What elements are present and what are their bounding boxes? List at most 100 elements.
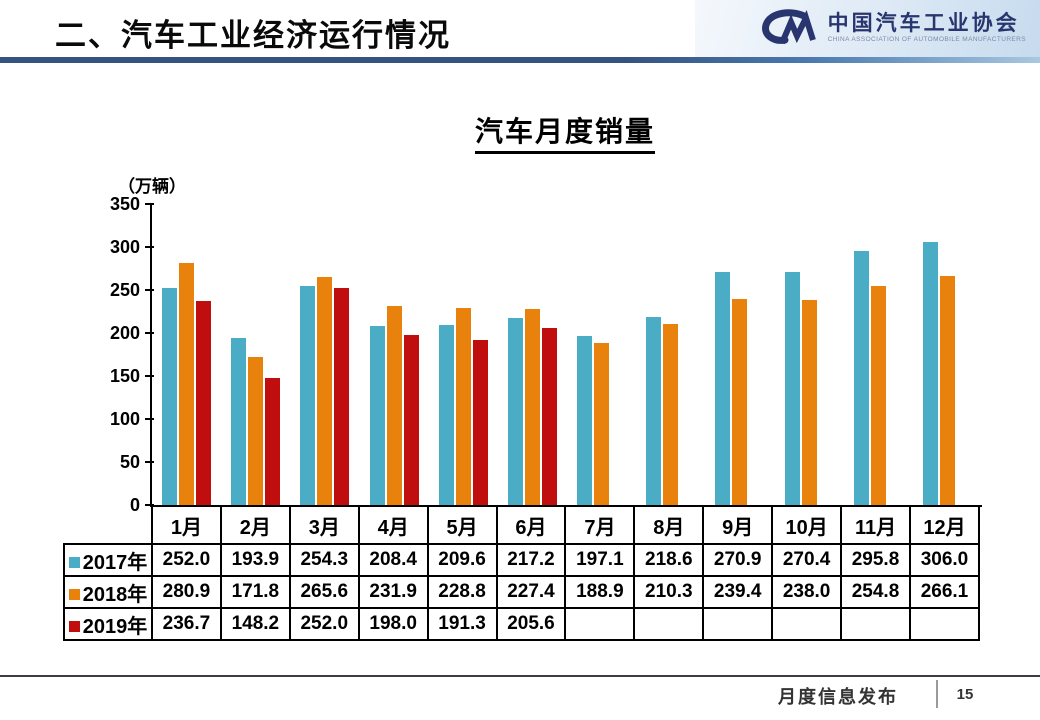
value-2017年-12月: 306.0 (908, 543, 981, 577)
bar-group-3月 (290, 204, 359, 505)
bar-2019年-1月 (196, 301, 211, 505)
bar-2017年-4月 (369, 325, 385, 505)
bar-2018年-4月 (386, 305, 402, 505)
value-2017年-5月: 209.6 (426, 543, 498, 577)
bar-2018年-5月 (455, 308, 471, 505)
logo-name-en: CHINA ASSOCIATION OF AUTOMOBILE MANUFACT… (827, 36, 1026, 44)
header-divider (0, 57, 1040, 63)
logo-name-cn: 中国汽车工业协会 (827, 12, 1020, 36)
value-2018年-5月: 228.8 (426, 575, 498, 609)
y-tick-mark (145, 246, 154, 248)
bar-2017年-7月 (577, 335, 592, 505)
bar-group-1月 (152, 204, 221, 505)
month-header-2月: 2月 (219, 505, 291, 545)
page-number: 15 (956, 686, 974, 703)
value-2018年-3月: 265.6 (288, 575, 360, 609)
y-tick-mark (145, 461, 154, 463)
page-title: 二、汽车工业经济运行情况 (55, 10, 451, 61)
cam-logo-mark (761, 8, 816, 44)
y-tick-label-0: 0 (129, 495, 140, 515)
value-2019年-6月: 205.6 (495, 607, 567, 641)
value-2017年-2月: 193.9 (219, 543, 291, 577)
footer-label: 月度信息发布 (778, 687, 898, 707)
series-label-2019年: 2019年 (63, 607, 153, 641)
month-header-8月: 8月 (633, 505, 705, 545)
bar-group-10月 (775, 204, 844, 505)
value-2019年-7月 (564, 607, 636, 641)
bar-group-6月 (498, 204, 567, 505)
value-2018年-9月: 239.4 (702, 575, 774, 609)
y-tick-mark (145, 418, 154, 420)
bar-2018年-10月 (801, 300, 817, 505)
value-2017年-7月: 197.1 (564, 543, 636, 577)
bar-2019年-6月 (541, 328, 557, 505)
bar-2017年-3月 (300, 286, 316, 505)
value-2019年-12月 (908, 607, 981, 641)
data-table: 1月 2月 3月 4月 5月 6月 7月 8月 9月 10月 11月 12月 2017年 252.0 193… (63, 505, 981, 641)
value-2017年-11月: 295.8 (840, 543, 911, 577)
footer-separator (936, 680, 938, 708)
month-header-1月: 1月 (151, 505, 222, 545)
legend-swatch-2018年 (68, 588, 80, 600)
cam-logo: 中国汽车工业协会 CHINA ASSOCIATION OF AUTOMOBILE… (695, 0, 1040, 57)
legend-swatch-2017年 (68, 556, 80, 568)
bar-group-12月 (913, 204, 982, 505)
bar-group-9月 (705, 204, 774, 505)
value-2019年-4月: 198.0 (357, 607, 429, 641)
bar-2017年-9月 (715, 272, 731, 505)
value-2018年-2月: 171.8 (219, 575, 291, 609)
bar-2018年-6月 (524, 309, 540, 505)
chart-title: 汽车月度销量 (474, 110, 655, 154)
bar-2018年-3月 (317, 276, 333, 505)
table-row-2017年: 2017年 252.0 193.9 254.3 208.4 209.6 217.2 197.1… (63, 543, 981, 577)
bar-group-2月 (221, 204, 290, 505)
y-tick-mark (145, 504, 154, 506)
value-2019年-3月: 252.0 (288, 607, 360, 641)
bar-2017年-1月 (162, 288, 177, 505)
bar-2018年-2月 (248, 357, 264, 505)
y-axis-unit-label: （万辆） (118, 177, 186, 196)
table-row-2018年: 2018年 280.9 171.8 265.6 231.9 228.8 227.4 188.9… (63, 575, 981, 609)
month-header-5月: 5月 (426, 505, 498, 545)
cam-logo-text: 中国汽车工业协会 CHINA ASSOCIATION OF AUTOMOBILE… (828, 13, 1026, 44)
bar-2018年-7月 (594, 342, 609, 505)
bar-2017年-5月 (438, 324, 454, 505)
value-2017年-9月: 270.9 (702, 543, 774, 577)
value-2019年-1月: 236.7 (151, 607, 222, 641)
bar-group-4月 (360, 204, 429, 505)
bar-2017年-8月 (646, 317, 662, 505)
footer-divider (0, 675, 1040, 677)
bar-group-11月 (844, 204, 913, 505)
month-header-11月: 11月 (840, 505, 911, 545)
value-2017年-8月: 218.6 (633, 543, 705, 577)
value-2018年-6月: 227.4 (495, 575, 567, 609)
bar-group-8月 (636, 204, 705, 505)
value-2019年-9月 (702, 607, 774, 641)
y-tick-label-100: 100 (109, 409, 140, 429)
legend-swatch-2019年 (68, 620, 80, 632)
bar-group-5月 (429, 204, 498, 505)
value-2018年-11月: 254.8 (840, 575, 911, 609)
bar-2017年-2月 (231, 338, 247, 505)
month-header-3月: 3月 (288, 505, 360, 545)
value-2018年-4月: 231.9 (357, 575, 429, 609)
month-header-6月: 6月 (495, 505, 567, 545)
value-2018年-8月: 210.3 (633, 575, 705, 609)
bar-2018年-1月 (179, 263, 194, 505)
month-header-12月: 12月 (908, 505, 981, 545)
value-2019年-2月: 148.2 (219, 607, 291, 641)
y-tick-label-300: 300 (109, 237, 140, 257)
value-2017年-10月: 270.4 (771, 543, 843, 577)
value-2018年-12月: 266.1 (908, 575, 981, 609)
table-corner-cell (64, 506, 152, 544)
bar-2017年-6月 (507, 318, 523, 505)
value-2018年-1月: 280.9 (151, 575, 222, 609)
bar-2017年-11月 (853, 250, 869, 505)
month-header-10月: 10月 (771, 505, 843, 545)
bar-2018年-12月 (939, 276, 955, 505)
bar-2017年-12月 (922, 241, 938, 505)
bar-2018年-9月 (732, 299, 748, 505)
y-tick-mark (145, 332, 154, 334)
value-2017年-3月: 254.3 (288, 543, 360, 577)
